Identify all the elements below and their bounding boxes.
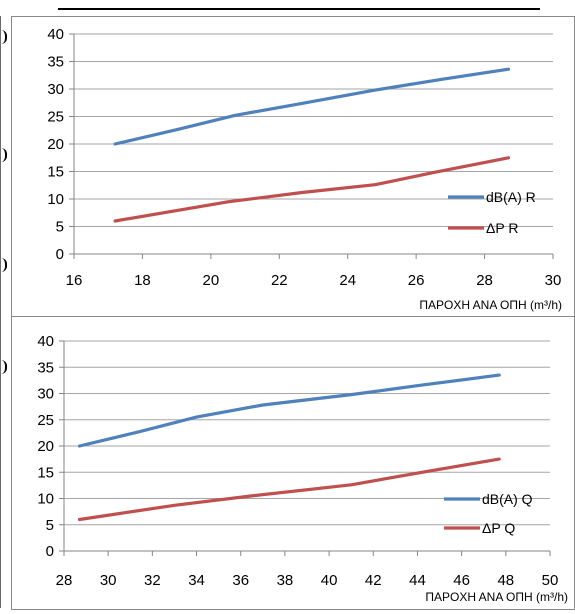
y-tick-label: 25 xyxy=(37,412,54,429)
edge-mark xyxy=(1,360,7,374)
y-tick-label: 15 xyxy=(47,164,64,181)
x-tick-label: 46 xyxy=(453,572,470,589)
series-line-dp xyxy=(77,457,501,522)
x-tick-label: 32 xyxy=(144,572,161,589)
x-tick-label: 24 xyxy=(339,272,356,289)
chart-top: 0 5 10 15 20 25 30 35 40 16 18 20 22 24 26 28 30 ΠΑΡΟΧΗ Α… xyxy=(47,26,562,312)
x-tick-label: 38 xyxy=(277,572,294,589)
edge-mark xyxy=(1,148,7,162)
x-tick-label: 40 xyxy=(321,572,338,589)
chart-panel-top: 0 5 10 15 20 25 30 35 40 16 18 20 22 24 26 28 30 ΠΑΡΟΧΗ Α… xyxy=(11,16,575,318)
legend-label: ΔP R xyxy=(486,220,518,236)
x-tick-label: 42 xyxy=(365,572,382,589)
x-axis-title: ΠΑΡΟΧΗ ΑΝΑ ΟΠΗ (m³/h) xyxy=(419,298,562,312)
y-tick-label: 35 xyxy=(37,359,54,376)
series-line-dba xyxy=(77,373,501,448)
legend-label: ΔP Q xyxy=(482,520,515,536)
x-tick-label: 34 xyxy=(188,572,205,589)
y-tick-label: 20 xyxy=(47,136,64,153)
x-tick-label: 20 xyxy=(203,272,220,289)
y-tick-label: 5 xyxy=(46,517,54,534)
y-tick-label: 10 xyxy=(37,491,54,508)
y-tick-label: 20 xyxy=(37,438,54,455)
series-line-dba xyxy=(113,67,511,146)
edge-mark xyxy=(1,258,7,272)
x-tick-label: 50 xyxy=(542,572,559,589)
x-tick-label: 30 xyxy=(545,272,562,289)
y-tick-label: 5 xyxy=(56,219,64,236)
x-tick-label: 48 xyxy=(497,572,514,589)
y-tick-label: 0 xyxy=(46,543,54,560)
series-line-dp xyxy=(113,156,511,223)
chart-bottom: 0 5 10 15 20 25 30 35 40 28 30 32 34 36 38 40 42 44 46 48 50… xyxy=(37,333,568,604)
x-axis-title: ΠΑΡΟΧΗ ΑΝΑ ΟΠΗ (m³/h) xyxy=(425,590,568,604)
chart-panel-bottom: 0 5 10 15 20 25 30 35 40 28 30 32 34 36 38 40 42 44 46 48 50… xyxy=(11,316,575,610)
y-tick-label: 0 xyxy=(56,246,64,263)
y-tick-label: 40 xyxy=(37,333,54,350)
x-tick-label: 16 xyxy=(66,272,83,289)
y-tick-label: 35 xyxy=(47,54,64,71)
left-border xyxy=(0,16,1,608)
x-tick-label: 28 xyxy=(56,572,73,589)
edge-mark xyxy=(1,30,7,44)
y-tick-label: 40 xyxy=(47,26,64,43)
x-tick-label: 26 xyxy=(408,272,425,289)
y-tick-label: 30 xyxy=(37,386,54,403)
header-rule xyxy=(58,8,540,10)
y-tick-label: 30 xyxy=(47,81,64,98)
legend-label: dB(A) R xyxy=(486,189,536,205)
x-tick-label: 44 xyxy=(409,572,426,589)
x-tick-label: 36 xyxy=(232,572,249,589)
legend-label: dB(A) Q xyxy=(482,491,533,507)
x-tick-label: 18 xyxy=(134,272,151,289)
x-tick-label: 28 xyxy=(476,272,493,289)
y-tick-label: 15 xyxy=(37,464,54,481)
x-tick-label: 22 xyxy=(271,272,288,289)
y-tick-label: 25 xyxy=(47,109,64,126)
x-tick-label: 30 xyxy=(100,572,117,589)
y-tick-label: 10 xyxy=(47,191,64,208)
